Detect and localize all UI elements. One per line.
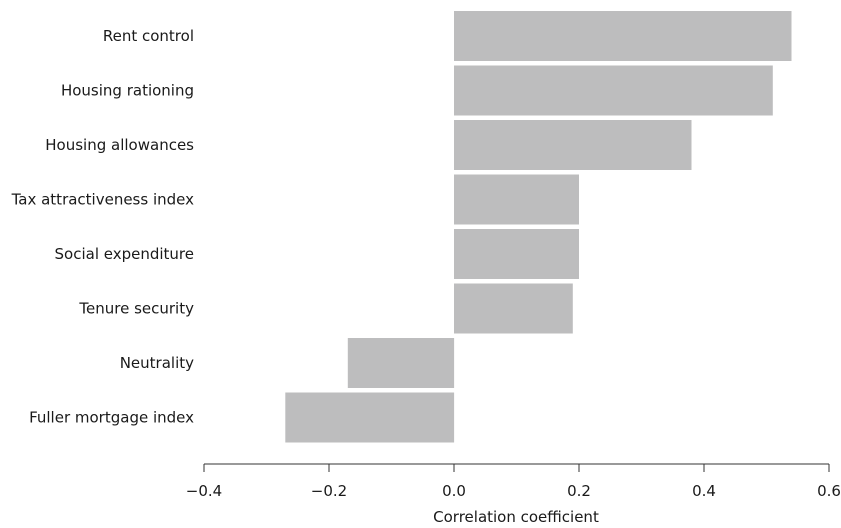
bar-rent-control: [454, 11, 792, 61]
x-tick-label: −0.2: [311, 482, 347, 500]
x-tick-label: 0.0: [442, 482, 466, 500]
bar-tenure-security: [454, 283, 573, 334]
x-tick-label: 0.2: [567, 482, 591, 500]
bar-housing-rationing: [454, 65, 773, 116]
bar-neutrality: [347, 338, 455, 388]
category-label: Housing allowances: [45, 136, 194, 154]
category-labels: Rent control Housing rationing Housing all…: [11, 27, 195, 427]
category-label: Fuller mortgage index: [29, 409, 194, 427]
bar-social-expenditure: [454, 229, 579, 279]
category-label: Neutrality: [120, 354, 194, 372]
bar-housing-allowances: [454, 120, 692, 170]
category-label: Social expenditure: [55, 245, 194, 263]
x-axis-ticks: −0.4 −0.2 0.0 0.2 0.4 0.6: [186, 464, 841, 500]
category-label: Tenure security: [78, 300, 194, 318]
bars-group: [285, 11, 792, 443]
x-tick-label: 0.6: [817, 482, 841, 500]
category-label: Rent control: [103, 27, 194, 45]
bar-tax-attractiveness-index: [454, 174, 579, 225]
x-axis-title: Correlation coefficient: [433, 508, 599, 526]
category-label: Tax attractiveness index: [11, 191, 195, 209]
bar-fuller-mortgage-index: [285, 392, 455, 443]
x-tick-label: −0.4: [186, 482, 222, 500]
x-tick-label: 0.4: [692, 482, 716, 500]
category-label: Housing rationing: [61, 82, 194, 100]
